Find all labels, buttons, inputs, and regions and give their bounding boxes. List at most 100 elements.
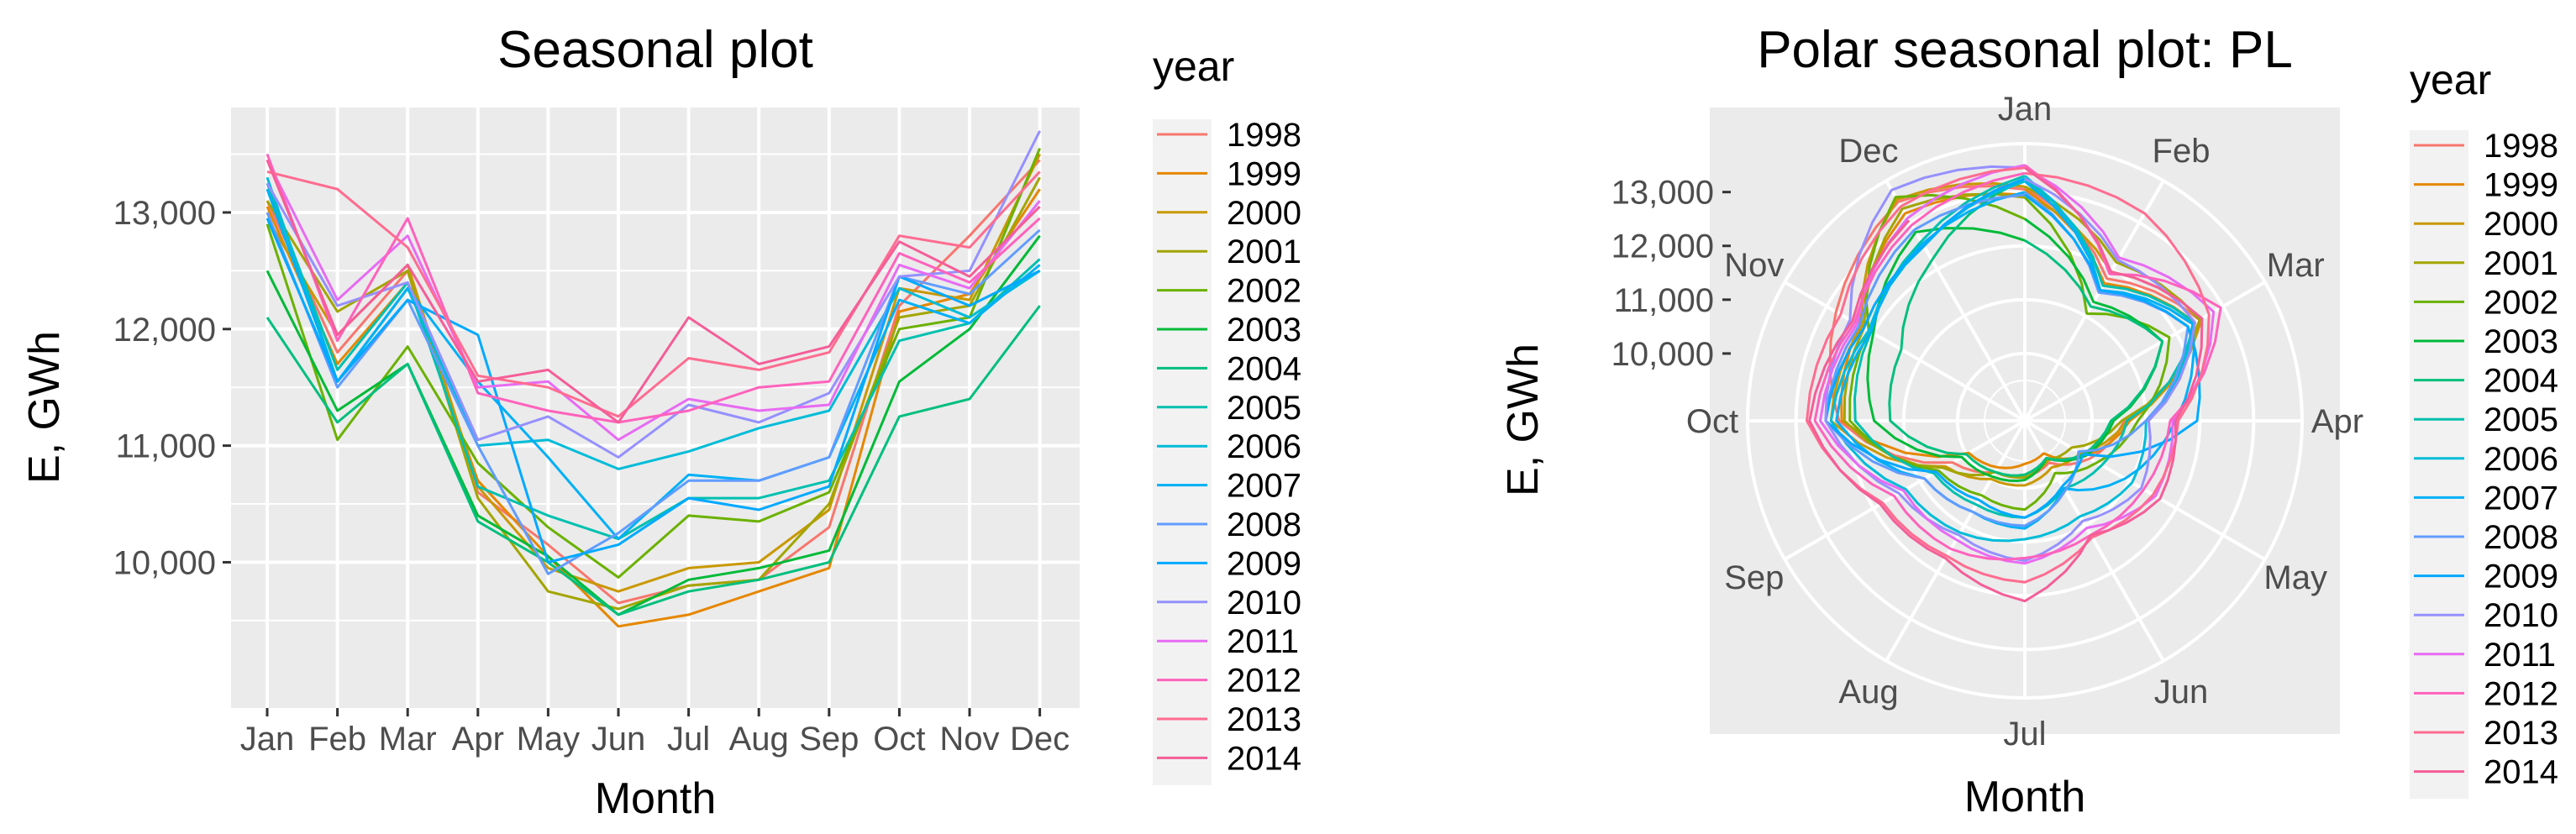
month-label: Jan bbox=[1998, 91, 2053, 128]
series-line-2010 bbox=[265, 130, 1041, 459]
legend-label-2006: 2006 bbox=[2484, 441, 2558, 478]
seasonal-x-ticks: Jan Feb Mar Apr May Jun Jul Aug Sep Oct Nov Dec bbox=[240, 708, 1070, 758]
legend-label-2002: 2002 bbox=[1227, 273, 1301, 310]
legend-label-2010: 2010 bbox=[2484, 597, 2558, 634]
radial-tick-label: 13,000 bbox=[1611, 175, 1714, 212]
month-label: Dec bbox=[1838, 133, 1898, 170]
polar-series-lines bbox=[1806, 164, 2222, 603]
x-tick-label: Oct bbox=[873, 721, 925, 758]
month-label: May bbox=[2263, 559, 2327, 596]
legend-label-2005: 2005 bbox=[2484, 401, 2558, 438]
month-label: Apr bbox=[2311, 403, 2363, 440]
legend-label-2011: 2011 bbox=[2484, 637, 2556, 674]
seasonal-y-ticks: 10,000 11,000 12,000 13,000 bbox=[113, 195, 231, 581]
polar-chart: Polar seasonal plot: PL 10,000 11,000 12,0… bbox=[1499, 21, 2363, 821]
legend-label-2001: 2001 bbox=[2484, 245, 2558, 282]
polar-month-labels: Jan Feb Mar Apr May Jun Jul Aug Sep Oct Nov Dec bbox=[1686, 91, 2363, 753]
legend-label-2009: 2009 bbox=[1227, 545, 1301, 582]
legend-label-2000: 2000 bbox=[2484, 206, 2558, 243]
seasonal-legend-items: 1998199920002001200220032004200520062007… bbox=[1153, 117, 1301, 785]
polar-chart-title: Polar seasonal plot: PL bbox=[1757, 21, 2293, 79]
legend-label-2013: 2013 bbox=[2484, 715, 2558, 752]
polar-legend-items: 1998199920002001200220032004200520062007… bbox=[2410, 128, 2558, 800]
legend-key-background bbox=[2410, 130, 2468, 800]
seasonal-y-axis-title: E, GWh bbox=[20, 331, 69, 484]
radial-tick-label: 10,000 bbox=[1611, 336, 1714, 373]
month-label: Aug bbox=[1838, 674, 1898, 711]
legend-label-2006: 2006 bbox=[1227, 428, 1301, 465]
x-tick-label: Jul bbox=[667, 721, 710, 758]
angular-gridline bbox=[1885, 420, 2027, 662]
legend-label-2004: 2004 bbox=[2484, 363, 2558, 400]
y-tick-label: 13,000 bbox=[113, 195, 216, 232]
legend-label-2003: 2003 bbox=[2484, 323, 2558, 360]
series-line-2002 bbox=[265, 148, 1041, 579]
x-tick-label: Sep bbox=[799, 721, 859, 758]
month-label: Oct bbox=[1686, 403, 1738, 440]
month-label: Sep bbox=[1724, 559, 1784, 596]
series-line-2014 bbox=[265, 159, 1041, 424]
legend-label-2011: 2011 bbox=[1227, 623, 1299, 660]
polar-x-axis-title: Month bbox=[1964, 773, 2086, 821]
legend-label-2002: 2002 bbox=[2484, 284, 2558, 321]
seasonal-x-axis-title: Month bbox=[595, 774, 717, 823]
month-label: Feb bbox=[2153, 133, 2211, 170]
angular-gridline bbox=[2023, 419, 2266, 561]
angular-gridline bbox=[2023, 281, 2266, 422]
seasonal-legend-title: year bbox=[1153, 43, 1234, 90]
series-line-2003 bbox=[265, 234, 1041, 616]
legend-label-2007: 2007 bbox=[1227, 468, 1301, 505]
legend-label-1999: 1999 bbox=[2484, 167, 2558, 204]
x-tick-label: Feb bbox=[308, 721, 366, 758]
polar-series-line-2007 bbox=[1835, 180, 2195, 530]
polar-y-axis-title: E, GWh bbox=[1499, 344, 1548, 496]
legend-label-2010: 2010 bbox=[1227, 585, 1301, 622]
seasonal-plot-panel bbox=[231, 108, 1080, 708]
legend-label-2000: 2000 bbox=[1227, 195, 1301, 232]
x-tick-label: Nov bbox=[939, 721, 999, 758]
legend-label-2008: 2008 bbox=[1227, 506, 1301, 543]
x-tick-label: Jan bbox=[240, 721, 295, 758]
seasonal-gridlines bbox=[231, 108, 1080, 708]
legend-label-1998: 1998 bbox=[1227, 117, 1301, 154]
series-line-2013 bbox=[266, 170, 1041, 418]
polar-legend-title: year bbox=[2410, 56, 2491, 103]
seasonal-legend: year 19981999200020012002200320042005200… bbox=[1153, 43, 1301, 785]
radial-tick-label: 11,000 bbox=[1614, 282, 1714, 319]
legend-label-2007: 2007 bbox=[2484, 480, 2558, 517]
x-tick-label: Jun bbox=[591, 721, 646, 758]
month-label: Nov bbox=[1724, 247, 1784, 284]
legend-label-2005: 2005 bbox=[1227, 390, 1301, 427]
legend-label-1998: 1998 bbox=[2484, 128, 2558, 165]
legend-key-background bbox=[1153, 119, 1212, 785]
legend-label-2004: 2004 bbox=[1227, 350, 1301, 387]
polar-series-line-2014 bbox=[1808, 166, 2204, 603]
legend-label-2014: 2014 bbox=[1227, 740, 1301, 777]
x-tick-label: May bbox=[517, 721, 581, 758]
legend-label-2012: 2012 bbox=[1227, 663, 1301, 700]
y-tick-label: 10,000 bbox=[113, 544, 216, 581]
polar-series-line-2010 bbox=[1824, 165, 2196, 563]
seasonal-chart-title: Seasonal plot bbox=[497, 21, 813, 79]
series-line-2011 bbox=[265, 159, 1041, 442]
polar-series-line-2009 bbox=[1824, 177, 2201, 519]
y-tick-label: 12,000 bbox=[113, 312, 216, 349]
legend-label-2012: 2012 bbox=[2484, 675, 2558, 712]
legend-label-2003: 2003 bbox=[1227, 312, 1301, 349]
polar-series-line-2004 bbox=[1888, 177, 2164, 477]
polar-radial-ticks: 10,000 11,000 12,000 13,000 bbox=[1611, 175, 1731, 373]
polar-series-line-2013 bbox=[1806, 166, 2211, 584]
x-tick-label: Mar bbox=[379, 721, 437, 758]
x-tick-label: Apr bbox=[452, 721, 504, 758]
month-label: Mar bbox=[2267, 247, 2325, 284]
month-label: Jun bbox=[2154, 674, 2209, 711]
polar-series-line-2011 bbox=[1819, 164, 2216, 565]
legend-label-2008: 2008 bbox=[2484, 519, 2558, 556]
y-tick-label: 11,000 bbox=[116, 428, 216, 465]
seasonal-series-lines bbox=[265, 130, 1041, 628]
legend-label-2013: 2013 bbox=[1227, 701, 1301, 738]
series-line-2005 bbox=[265, 182, 1041, 541]
legend-label-2009: 2009 bbox=[2484, 559, 2558, 595]
series-line-2009 bbox=[265, 218, 1041, 564]
